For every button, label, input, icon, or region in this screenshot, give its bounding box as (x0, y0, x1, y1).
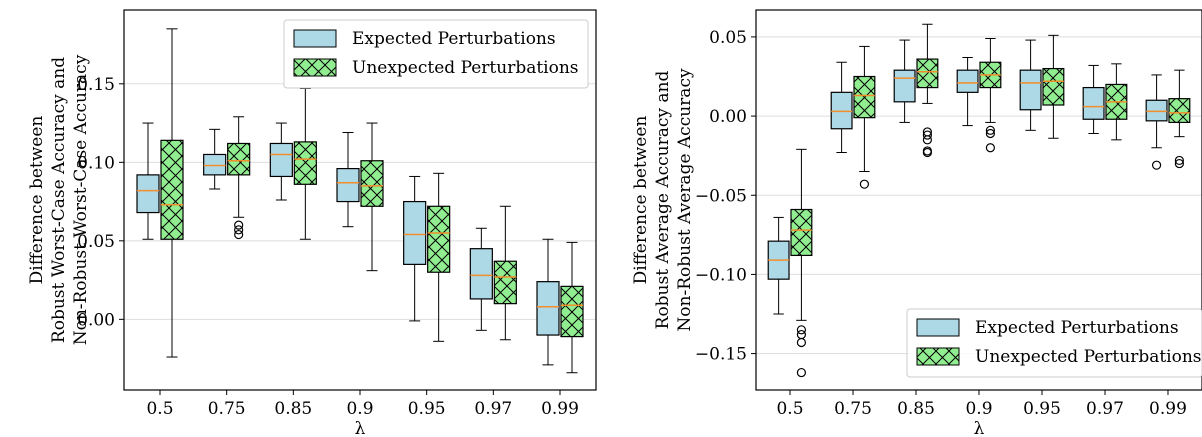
series-expected (136, 122, 560, 366)
series-unexpected (160, 28, 584, 374)
y-axis-label-line: Difference between (631, 116, 651, 285)
legend-frame (283, 19, 589, 89)
flier (1174, 158, 1184, 169)
box (560, 285, 584, 338)
x-tick-label: 0.75 (834, 399, 872, 419)
series-expected (767, 39, 1168, 315)
box (293, 141, 317, 185)
legend-frame (906, 308, 1202, 378)
x-axis-label: λ (355, 419, 366, 437)
y-tick-label: 0.15 (77, 75, 115, 95)
axes-frame (755, 9, 1202, 391)
box (1019, 69, 1042, 111)
axes-frame (123, 9, 597, 391)
box (203, 153, 227, 176)
x-tick-label: 0.9 (965, 399, 992, 419)
box (227, 142, 251, 176)
x-axis-label: λ (974, 419, 985, 437)
y-tick-label: 0.00 (709, 107, 747, 127)
y-tick-label: 0.05 (77, 232, 115, 252)
y-axis-label-line: Difference between (27, 116, 47, 285)
legend-swatch (916, 347, 960, 366)
flier (859, 179, 870, 189)
flier (922, 147, 932, 158)
box (269, 142, 293, 178)
x-tick-label: 0.97 (474, 399, 512, 419)
x-tick-label: 0.85 (274, 399, 312, 419)
flier (1174, 155, 1184, 166)
box (916, 58, 939, 89)
box (336, 167, 360, 203)
x-tick-label: 0.85 (897, 399, 935, 419)
legend-swatch (293, 29, 337, 48)
box (1082, 86, 1105, 120)
box (1168, 98, 1191, 124)
legend: Expected Perturbations Unexpected Perturb… (906, 308, 1202, 378)
series-unexpected (790, 23, 1191, 378)
flier (234, 229, 244, 240)
box (469, 248, 493, 300)
charts-root: 0.00 0.05 0.10 0.15 0.5 0.75 0.85 0.9 0.95 0.97 0.… (27, 9, 1202, 437)
legend-label: Expected Perturbations (352, 29, 556, 49)
flier (985, 125, 995, 135)
box (853, 75, 876, 119)
y-tick-label: 0.05 (709, 28, 747, 48)
flier (796, 367, 807, 378)
box (830, 91, 853, 130)
flier (796, 337, 807, 348)
legend-swatch (916, 318, 960, 337)
flier (922, 135, 932, 145)
legend-label: Unexpected Perturbations (975, 347, 1202, 367)
legend-label: Expected Perturbations (975, 318, 1179, 338)
box (1145, 99, 1168, 122)
box (427, 205, 451, 273)
x-tick-label: 0.95 (408, 399, 446, 419)
chart-2: −0.15 −0.10 −0.05 0.00 0.05 0.5 0.75 0.85 0.9 0.9… (631, 9, 1202, 437)
y-axis-label-line: Non-Robust Average Accuracy (675, 68, 695, 332)
x-tick-label: 0.97 (1086, 399, 1124, 419)
legend-swatch (293, 58, 337, 77)
box (790, 208, 813, 257)
x-tick-label: 0.95 (1023, 399, 1061, 419)
flier (234, 225, 244, 235)
x-tick-label: 0.5 (146, 399, 173, 419)
flier (796, 329, 807, 340)
chart-1: 0.00 0.05 0.10 0.15 0.5 0.75 0.85 0.9 0.95 0.97 0.… (27, 9, 597, 437)
flier (796, 325, 807, 335)
box (403, 200, 427, 265)
y-tick-label: 0.10 (77, 153, 115, 173)
x-tick-label: 0.9 (346, 399, 373, 419)
y-tick-label: 0.00 (77, 310, 115, 330)
x-tick-label: 0.99 (1149, 399, 1187, 419)
x-tick-label: 0.5 (776, 399, 803, 419)
legend: Expected Perturbations Unexpected Perturb… (283, 19, 589, 89)
box (360, 160, 384, 207)
flier (1151, 160, 1162, 170)
y-tick-label: −0.15 (695, 345, 747, 365)
y-tick-label: −0.10 (695, 265, 747, 285)
x-tick-label: 0.99 (541, 399, 579, 419)
box (160, 139, 184, 240)
flier (922, 130, 932, 140)
box (893, 69, 916, 103)
legend-label: Unexpected Perturbations (352, 58, 579, 78)
box (956, 69, 979, 93)
flier (234, 220, 244, 230)
box (493, 260, 517, 305)
y-tick-label: −0.05 (695, 186, 747, 206)
flier (985, 128, 995, 139)
y-axis-label-line: Non-Robust Worst-Case Accuracy (71, 54, 91, 345)
y-axis-label-line: Robust Worst-Case Accuracy and (49, 57, 69, 343)
x-tick-label: 0.75 (208, 399, 246, 419)
box (536, 281, 560, 336)
box (136, 174, 160, 214)
y-axis-label-line: Robust Average Accuracy and (653, 71, 673, 330)
flier (985, 143, 995, 153)
box (1042, 67, 1065, 106)
